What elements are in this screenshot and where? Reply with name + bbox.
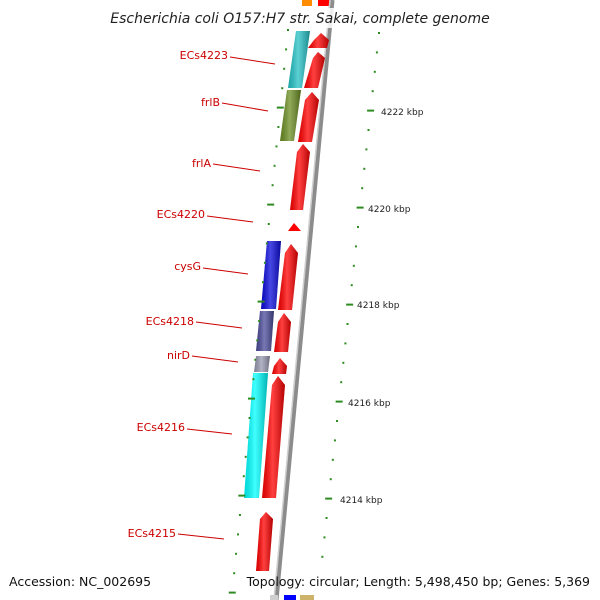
genome-summary-text: Topology: circular; Length: 5,498,450 bp… [246, 574, 590, 589]
gene-arrow-frlB[interactable] [298, 92, 319, 142]
gene-bar-ECs4216[interactable] [244, 373, 268, 498]
gene-label-ECs4216[interactable]: ECs4216 [137, 421, 185, 434]
gene-label-ECs4223[interactable]: ECs4223 [180, 49, 228, 62]
scale-ticks [228, 29, 380, 594]
gene-arrow-cysG[interactable] [278, 244, 298, 310]
gene-arrow-frlA[interactable] [290, 144, 310, 210]
scale-label-4214: 4214 kbp [340, 496, 383, 506]
gene-bar-nirD[interactable] [254, 356, 270, 372]
forward-strand-genes [256, 33, 329, 571]
scale-label-4220: 4220 kbp [368, 205, 411, 215]
gene-label-ECs4215[interactable]: ECs4215 [128, 527, 176, 540]
gene-arrow-ECs4218[interactable] [274, 313, 291, 352]
gene-label-frlB[interactable]: frlB [201, 96, 220, 109]
gene-label-ECs4220[interactable]: ECs4220 [157, 208, 205, 221]
gene-label-nirD[interactable]: nirD [167, 349, 190, 362]
gene-arrow-nirD[interactable] [272, 358, 287, 374]
gene-arrow-ECs4216[interactable] [262, 376, 285, 498]
gene-label-cysG[interactable]: cysG [174, 260, 201, 273]
gene-bar-cysG[interactable] [261, 241, 281, 309]
gene-arrow-ECs4220[interactable] [288, 223, 301, 231]
reverse-strand-genes [244, 31, 310, 498]
scale-label-4218: 4218 kbp [357, 301, 400, 311]
gene-label-ECs4218[interactable]: ECs4218 [146, 315, 194, 328]
scale-labels: 4222 kbp 4220 kbp 4218 kbp 4216 kbp 4214… [340, 108, 424, 506]
gene-label-frlA[interactable]: frlA [192, 157, 211, 170]
gene-bar-ECs4218[interactable] [256, 311, 274, 351]
genome-backbone [273, 0, 335, 600]
accession-text: Accession: NC_002695 [9, 574, 151, 589]
gene-arrow-ECs4223-body[interactable] [304, 52, 325, 88]
scale-label-4222: 4222 kbp [381, 108, 424, 118]
gene-bar-ECs4223[interactable] [288, 31, 310, 88]
gene-arrow-ECs4215[interactable] [256, 512, 273, 571]
bottom-partial-features [270, 595, 314, 600]
scale-label-4216: 4216 kbp [348, 399, 391, 409]
gene-labels: ECs4223 frlB frlA ECs4220 cysG ECs4218 n… [128, 49, 228, 540]
map-title: Escherichia coli O157:H7 str. Sakai, com… [110, 11, 489, 27]
gene-bar-frlB[interactable] [280, 90, 301, 141]
gene-label-lines [177, 56, 276, 540]
top-partial-features [302, 0, 330, 6]
gene-arrow-ECs4223-fwd[interactable] [308, 33, 329, 48]
